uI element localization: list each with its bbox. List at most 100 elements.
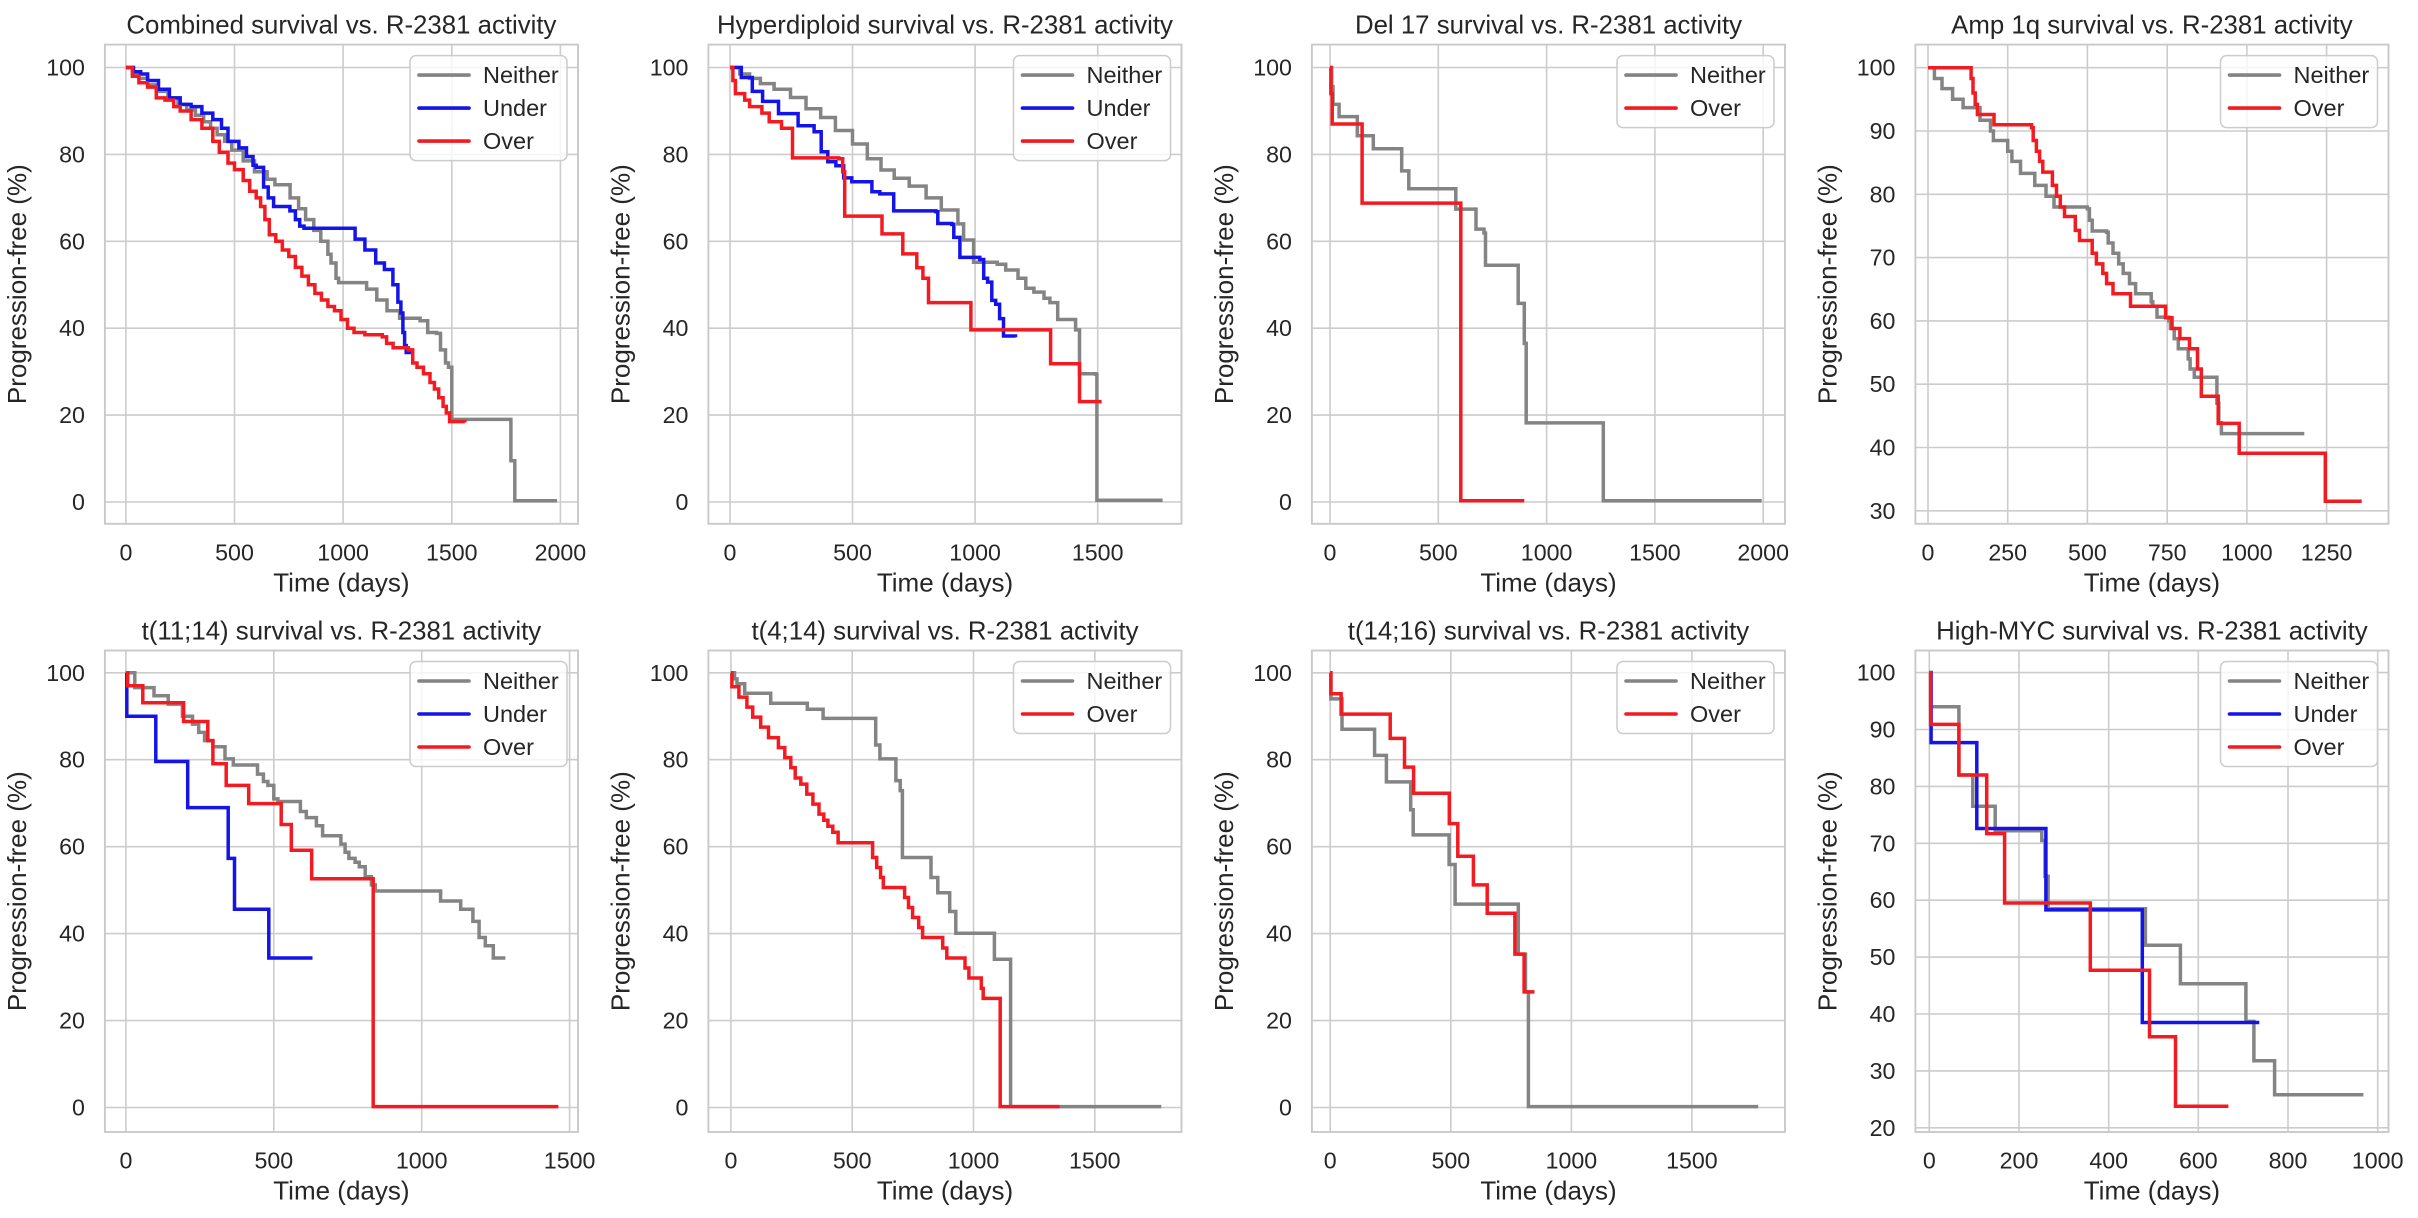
- svg-text:0: 0: [675, 1095, 688, 1121]
- svg-text:800: 800: [2269, 1148, 2308, 1174]
- svg-text:60: 60: [59, 834, 85, 860]
- svg-text:0: 0: [1324, 539, 1337, 565]
- svg-text:1250: 1250: [2301, 539, 2353, 565]
- svg-text:t(14;16) survival vs. R-2381 a: t(14;16) survival vs. R-2381 activity: [1348, 618, 1750, 646]
- svg-text:2000: 2000: [535, 539, 587, 565]
- svg-text:0: 0: [1324, 1148, 1337, 1174]
- svg-text:70: 70: [1870, 245, 1896, 271]
- svg-text:60: 60: [663, 834, 689, 860]
- svg-text:0: 0: [724, 539, 737, 565]
- svg-text:1000: 1000: [317, 539, 369, 565]
- svg-text:100: 100: [1253, 55, 1292, 81]
- svg-text:20: 20: [59, 1008, 85, 1034]
- svg-text:80: 80: [663, 747, 689, 773]
- svg-text:40: 40: [59, 921, 85, 947]
- svg-text:Progression-free (%): Progression-free (%): [2, 771, 32, 1011]
- svg-text:Under: Under: [1087, 95, 1151, 121]
- svg-text:60: 60: [663, 228, 689, 254]
- svg-text:Progression-free (%): Progression-free (%): [1812, 164, 1842, 404]
- svg-text:Neither: Neither: [483, 668, 559, 694]
- svg-text:Over: Over: [483, 734, 534, 760]
- svg-text:500: 500: [1431, 1148, 1470, 1174]
- svg-text:500: 500: [215, 539, 254, 565]
- svg-text:20: 20: [1266, 402, 1292, 428]
- svg-text:Amp 1q survival vs. R-2381 act: Amp 1q survival vs. R-2381 activity: [1951, 12, 2353, 40]
- svg-text:Neither: Neither: [1690, 62, 1766, 88]
- svg-text:30: 30: [1870, 498, 1896, 524]
- svg-text:Over: Over: [2294, 95, 2345, 121]
- svg-text:t(4;14) survival vs. R-2381 ac: t(4;14) survival vs. R-2381 activity: [751, 618, 1138, 646]
- svg-text:High-MYC survival vs. R-2381 a: High-MYC survival vs. R-2381 activity: [1936, 618, 2368, 646]
- svg-text:Under: Under: [2294, 701, 2358, 727]
- svg-text:100: 100: [1253, 660, 1292, 686]
- svg-text:60: 60: [1266, 834, 1292, 860]
- svg-text:Neither: Neither: [1690, 668, 1766, 694]
- svg-text:Over: Over: [1087, 128, 1138, 154]
- svg-text:20: 20: [1266, 1008, 1292, 1034]
- svg-text:40: 40: [1870, 1001, 1896, 1027]
- svg-text:0: 0: [72, 1095, 85, 1121]
- svg-text:20: 20: [59, 402, 85, 428]
- svg-text:250: 250: [1988, 539, 2027, 565]
- svg-text:80: 80: [1870, 181, 1896, 207]
- svg-text:Combined survival vs. R-2381 a: Combined survival vs. R-2381 activity: [126, 12, 556, 40]
- svg-text:Del 17 survival vs. R-2381 act: Del 17 survival vs. R-2381 activity: [1355, 12, 1742, 40]
- svg-text:1500: 1500: [1072, 539, 1124, 565]
- svg-text:1000: 1000: [949, 539, 1001, 565]
- svg-text:80: 80: [1266, 747, 1292, 773]
- svg-text:60: 60: [1266, 228, 1292, 254]
- svg-text:Time (days): Time (days): [2084, 1176, 2220, 1206]
- svg-text:100: 100: [650, 55, 689, 81]
- svg-text:600: 600: [2179, 1148, 2218, 1174]
- svg-text:80: 80: [59, 747, 85, 773]
- svg-text:500: 500: [833, 1148, 872, 1174]
- svg-text:100: 100: [46, 660, 85, 686]
- svg-text:20: 20: [663, 402, 689, 428]
- svg-text:Neither: Neither: [2294, 62, 2370, 88]
- svg-text:Progression-free (%): Progression-free (%): [1209, 771, 1239, 1011]
- svg-text:Time (days): Time (days): [877, 1176, 1013, 1206]
- svg-text:Over: Over: [1087, 701, 1138, 727]
- svg-text:200: 200: [2000, 1148, 2039, 1174]
- svg-text:50: 50: [1870, 371, 1896, 397]
- svg-text:0: 0: [119, 1148, 132, 1174]
- svg-text:1500: 1500: [1666, 1148, 1718, 1174]
- svg-text:Progression-free (%): Progression-free (%): [605, 771, 635, 1011]
- svg-text:Hyperdiploid survival vs. R-23: Hyperdiploid survival vs. R-2381 activit…: [717, 12, 1173, 40]
- svg-text:1500: 1500: [1629, 539, 1681, 565]
- svg-text:Under: Under: [483, 701, 547, 727]
- svg-text:500: 500: [833, 539, 872, 565]
- svg-text:0: 0: [675, 489, 688, 515]
- svg-text:40: 40: [59, 315, 85, 341]
- svg-text:20: 20: [1870, 1115, 1896, 1141]
- svg-text:t(11;14) survival vs. R-2381 a: t(11;14) survival vs. R-2381 activity: [142, 618, 542, 646]
- svg-text:40: 40: [1266, 921, 1292, 947]
- svg-text:40: 40: [663, 921, 689, 947]
- svg-text:Neither: Neither: [483, 62, 559, 88]
- svg-text:1000: 1000: [2221, 539, 2273, 565]
- svg-text:40: 40: [1266, 315, 1292, 341]
- svg-text:750: 750: [2148, 539, 2187, 565]
- svg-text:0: 0: [724, 1148, 737, 1174]
- svg-text:Neither: Neither: [1087, 668, 1163, 694]
- svg-text:60: 60: [59, 228, 85, 254]
- svg-text:Time (days): Time (days): [273, 567, 409, 597]
- svg-text:Progression-free (%): Progression-free (%): [1812, 771, 1842, 1011]
- svg-text:1500: 1500: [544, 1148, 596, 1174]
- svg-text:90: 90: [1870, 118, 1896, 144]
- svg-text:40: 40: [663, 315, 689, 341]
- svg-text:500: 500: [1419, 539, 1458, 565]
- svg-text:2000: 2000: [1737, 539, 1789, 565]
- svg-text:0: 0: [119, 539, 132, 565]
- svg-text:0: 0: [72, 489, 85, 515]
- svg-text:Progression-free (%): Progression-free (%): [605, 164, 635, 404]
- svg-text:Neither: Neither: [2294, 668, 2370, 694]
- svg-text:Progression-free (%): Progression-free (%): [1209, 164, 1239, 404]
- svg-text:70: 70: [1870, 830, 1896, 856]
- svg-text:1500: 1500: [426, 539, 478, 565]
- svg-text:Time (days): Time (days): [877, 567, 1013, 597]
- svg-text:1000: 1000: [396, 1148, 448, 1174]
- svg-text:1000: 1000: [1521, 539, 1573, 565]
- svg-text:Time (days): Time (days): [273, 1176, 409, 1206]
- svg-text:0: 0: [1279, 1095, 1292, 1121]
